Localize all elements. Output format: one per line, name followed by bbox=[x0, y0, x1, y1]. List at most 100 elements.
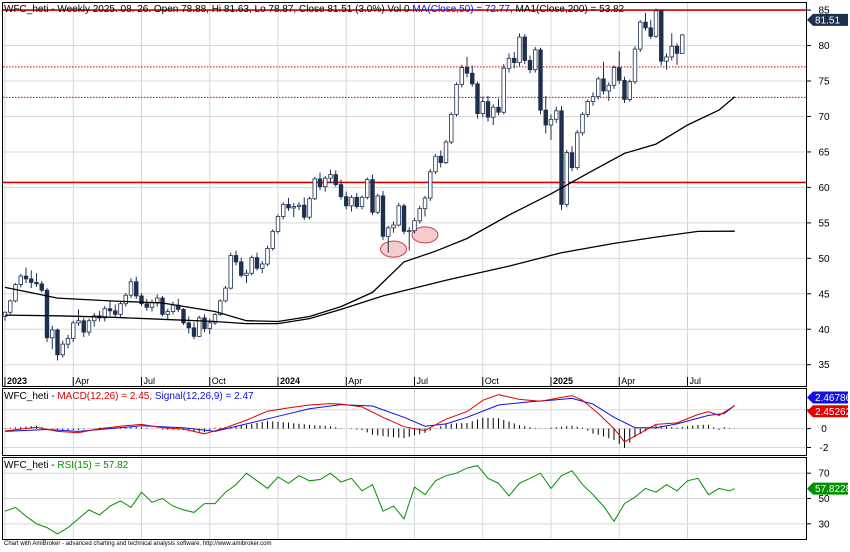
candle-body bbox=[449, 113, 454, 143]
candle-body bbox=[611, 67, 617, 86]
candle-body bbox=[333, 174, 338, 185]
candle-body bbox=[218, 300, 223, 315]
candle-body bbox=[459, 67, 464, 85]
rsi-line bbox=[4, 465, 735, 535]
price-y-tick-label: 50 bbox=[818, 254, 830, 265]
candle-body bbox=[155, 297, 160, 303]
candle-body bbox=[265, 248, 270, 265]
candle-body bbox=[118, 303, 123, 315]
price-y-tick-label: 60 bbox=[818, 183, 830, 194]
candle-body bbox=[627, 81, 632, 100]
x-tick-label: Apr bbox=[621, 376, 635, 386]
candle-body bbox=[317, 178, 323, 188]
candle-body bbox=[29, 278, 34, 283]
price-y-tick-label: 40 bbox=[818, 325, 830, 336]
x-tick-label: Oct bbox=[212, 376, 227, 386]
highlight-ellipse bbox=[411, 226, 439, 244]
candle-body bbox=[307, 198, 312, 218]
candle-body bbox=[417, 208, 422, 222]
candle-body bbox=[50, 329, 55, 339]
candle-body bbox=[596, 78, 601, 98]
candle-body bbox=[506, 57, 512, 69]
x-tick-label: Oct bbox=[485, 376, 500, 386]
resistance-levels bbox=[3, 9, 806, 184]
rsi-title: WFC_heti - RSI(15) = 57.82 bbox=[4, 460, 129, 471]
candle-body bbox=[60, 343, 65, 356]
moving-averages bbox=[4, 96, 736, 325]
candle-body bbox=[34, 282, 39, 285]
candle-body bbox=[275, 216, 281, 232]
candle-body bbox=[223, 287, 228, 302]
macd-badge-label: 2.46786 bbox=[815, 393, 850, 404]
candle-body bbox=[181, 308, 186, 324]
candle-body bbox=[113, 310, 118, 315]
candle-body bbox=[2, 311, 8, 317]
candle-body bbox=[76, 320, 81, 324]
candle-body bbox=[680, 34, 685, 54]
candle-body bbox=[296, 204, 302, 207]
candle-body bbox=[632, 48, 638, 83]
candle-body bbox=[522, 36, 527, 61]
candle-body bbox=[370, 179, 375, 213]
candle-body bbox=[585, 101, 590, 115]
rsi-y-tick-label: 70 bbox=[818, 469, 830, 480]
candle-body bbox=[344, 196, 349, 207]
candle-body bbox=[239, 261, 244, 276]
candle-body bbox=[543, 109, 548, 126]
candle-body bbox=[244, 272, 249, 276]
candle-body bbox=[606, 84, 611, 92]
candle-body bbox=[533, 49, 538, 71]
price-y-tick-label: 65 bbox=[818, 147, 830, 158]
candle-body bbox=[228, 255, 233, 289]
candlestick-series bbox=[2, 8, 685, 361]
candle-body bbox=[575, 132, 580, 168]
rsi-y-tick-label: 30 bbox=[818, 519, 830, 530]
x-tick-label: Apr bbox=[348, 376, 362, 386]
candle-body bbox=[312, 178, 317, 200]
candle-body bbox=[422, 197, 428, 210]
candle-body bbox=[323, 177, 328, 188]
price-y-tick-label: 85 bbox=[818, 6, 830, 17]
candle-body bbox=[375, 195, 380, 213]
candle-body bbox=[396, 205, 401, 226]
candle-body bbox=[197, 317, 202, 337]
candle-body bbox=[386, 227, 391, 237]
candle-body bbox=[391, 224, 396, 229]
x-axis-labels: 2023 Apr Jul Oct 2024 Apr Jul Oct 2025 Apr Jul bbox=[4, 376, 701, 386]
candle-body bbox=[475, 83, 480, 115]
candle-body bbox=[470, 72, 475, 85]
candle-body bbox=[538, 49, 543, 111]
candle-body bbox=[622, 79, 627, 100]
candle-body bbox=[517, 36, 522, 63]
macd-badge: 2.46786 bbox=[807, 391, 850, 404]
candle-body bbox=[643, 21, 648, 29]
candle-body bbox=[170, 304, 176, 312]
macd-title: WFC_heti - MACD(12,26) = 2.45, Signal(12… bbox=[4, 391, 254, 402]
candle-body bbox=[44, 289, 50, 339]
rsi-badge-label: 57.8228 bbox=[815, 484, 850, 495]
macd-pane[interactable] bbox=[2, 388, 807, 456]
candle-body bbox=[548, 118, 554, 126]
candle-body bbox=[464, 67, 470, 74]
candle-body bbox=[202, 317, 207, 329]
candle-body bbox=[559, 110, 564, 205]
candle-body bbox=[107, 308, 113, 312]
candle-body bbox=[286, 204, 291, 209]
x-tick-label: Jul bbox=[144, 376, 156, 386]
candle-body bbox=[659, 10, 664, 62]
candle-body bbox=[401, 205, 407, 232]
candle-body bbox=[674, 45, 680, 54]
price-y-tick-label: 70 bbox=[818, 112, 830, 123]
candle-body bbox=[365, 179, 370, 198]
candle-body bbox=[8, 300, 13, 313]
candle-body bbox=[18, 275, 23, 285]
candle-body bbox=[55, 329, 60, 356]
candle-body bbox=[428, 171, 433, 199]
x-tick-label: Jul bbox=[417, 376, 429, 386]
candle-body bbox=[669, 45, 674, 58]
candle-body bbox=[638, 21, 643, 50]
candle-body bbox=[338, 184, 344, 198]
candle-body bbox=[134, 281, 139, 297]
